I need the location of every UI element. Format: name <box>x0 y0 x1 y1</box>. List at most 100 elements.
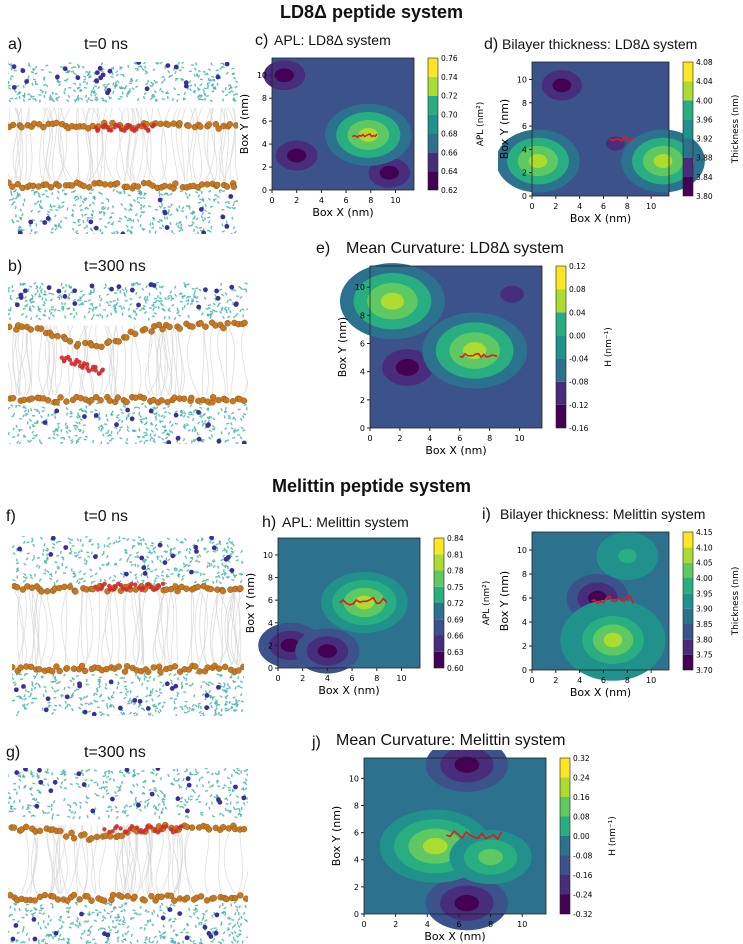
water-molecule <box>103 544 106 548</box>
water-molecule <box>8 289 10 293</box>
water-molecule <box>8 198 12 201</box>
water-molecule <box>75 579 79 583</box>
water-molecule <box>153 550 157 554</box>
water-molecule <box>138 678 141 682</box>
water-molecule <box>60 205 65 209</box>
water-molecule <box>160 80 164 84</box>
water-molecule <box>84 300 88 303</box>
peptide-bead <box>156 583 161 588</box>
water-molecule <box>27 98 32 101</box>
water-molecule <box>36 801 40 804</box>
snapshot-content <box>12 536 244 716</box>
lipid-tail <box>87 325 94 396</box>
water-molecule <box>26 806 30 809</box>
water-molecule <box>126 690 130 694</box>
water-molecule <box>61 563 63 567</box>
water-molecule <box>86 551 90 554</box>
water-molecule <box>228 922 232 926</box>
colorbar-segment <box>434 586 444 603</box>
water-molecule <box>17 428 21 433</box>
water-molecule <box>54 92 58 96</box>
water-molecule <box>141 287 145 291</box>
water-molecule <box>98 412 101 416</box>
water-molecule <box>183 424 188 428</box>
water-molecule <box>183 691 187 694</box>
water-molecule <box>134 282 138 285</box>
water-molecule <box>106 902 111 905</box>
water-molecule <box>59 785 63 789</box>
colorbar-tick-label: 3.75 <box>696 651 713 660</box>
water-molecule <box>21 774 25 778</box>
water-molecule <box>189 771 192 776</box>
colorbar-tick-label: 0.63 <box>447 648 464 657</box>
water-molecule <box>238 905 242 909</box>
water-molecule <box>188 88 192 92</box>
water-molecule <box>91 911 95 914</box>
water-molecule <box>151 698 154 702</box>
water-molecule <box>23 784 27 788</box>
water-molecule <box>132 702 137 706</box>
phosphate-bead <box>161 182 168 190</box>
water-molecule <box>128 88 132 92</box>
water-molecule <box>232 806 236 810</box>
water-molecule <box>210 434 214 438</box>
water-molecule <box>165 573 168 578</box>
water-molecule <box>194 409 198 411</box>
colorbar-segment <box>683 593 693 609</box>
water-molecule <box>240 287 244 291</box>
water-molecule <box>148 675 152 679</box>
water-molecule <box>80 932 84 935</box>
water-molecule <box>41 90 45 94</box>
water-molecule <box>106 536 111 541</box>
water-molecule <box>136 196 139 200</box>
water-molecule <box>86 73 90 77</box>
water-molecule <box>188 193 191 197</box>
phosphate-bead <box>230 183 238 190</box>
water-molecule <box>206 83 210 87</box>
water-molecule <box>33 202 38 205</box>
water-molecule <box>152 406 156 409</box>
panel-a-label: a) <box>8 36 23 53</box>
water-molecule <box>123 773 126 778</box>
water-molecule <box>246 308 248 311</box>
water-molecule <box>160 203 164 208</box>
water-molecule <box>84 198 88 201</box>
phosphate-bead <box>157 668 164 675</box>
water-molecule <box>101 786 105 788</box>
water-molecule <box>25 932 29 936</box>
water-molecule <box>128 560 133 564</box>
water-molecule <box>237 433 241 436</box>
phosphate-bead <box>109 891 117 899</box>
ion <box>173 64 179 70</box>
water-molecule <box>198 98 202 101</box>
water-molecule <box>169 213 173 217</box>
phosphate-bead <box>56 667 63 675</box>
water-molecule <box>68 926 72 929</box>
colorbar-tick-label: 0.12 <box>569 262 586 271</box>
peptide-bead <box>95 587 101 592</box>
ion <box>90 808 96 814</box>
water-molecule <box>12 681 16 684</box>
water-molecule <box>47 922 49 926</box>
water-molecule <box>213 927 217 930</box>
water-molecule <box>170 937 174 940</box>
phosphate-bead <box>123 398 130 406</box>
water-molecule <box>164 411 168 413</box>
water-molecule <box>189 302 193 306</box>
water-molecule <box>59 773 64 776</box>
phosphate-bead <box>54 896 62 903</box>
water-molecule <box>209 695 213 699</box>
water-molecule <box>206 564 209 569</box>
peptide-bead <box>163 824 169 829</box>
ion <box>64 694 70 700</box>
phosphate-bead <box>14 181 21 188</box>
water-molecule <box>122 921 126 924</box>
phosphate-bead <box>220 324 227 332</box>
water-molecule <box>205 802 208 806</box>
water-molecule <box>120 306 124 311</box>
lipid-tail <box>28 325 33 396</box>
water-molecule <box>106 713 110 716</box>
colorbar-tick-label: 0.32 <box>573 754 590 763</box>
water-molecule <box>216 200 220 205</box>
water-molecule <box>67 537 71 540</box>
